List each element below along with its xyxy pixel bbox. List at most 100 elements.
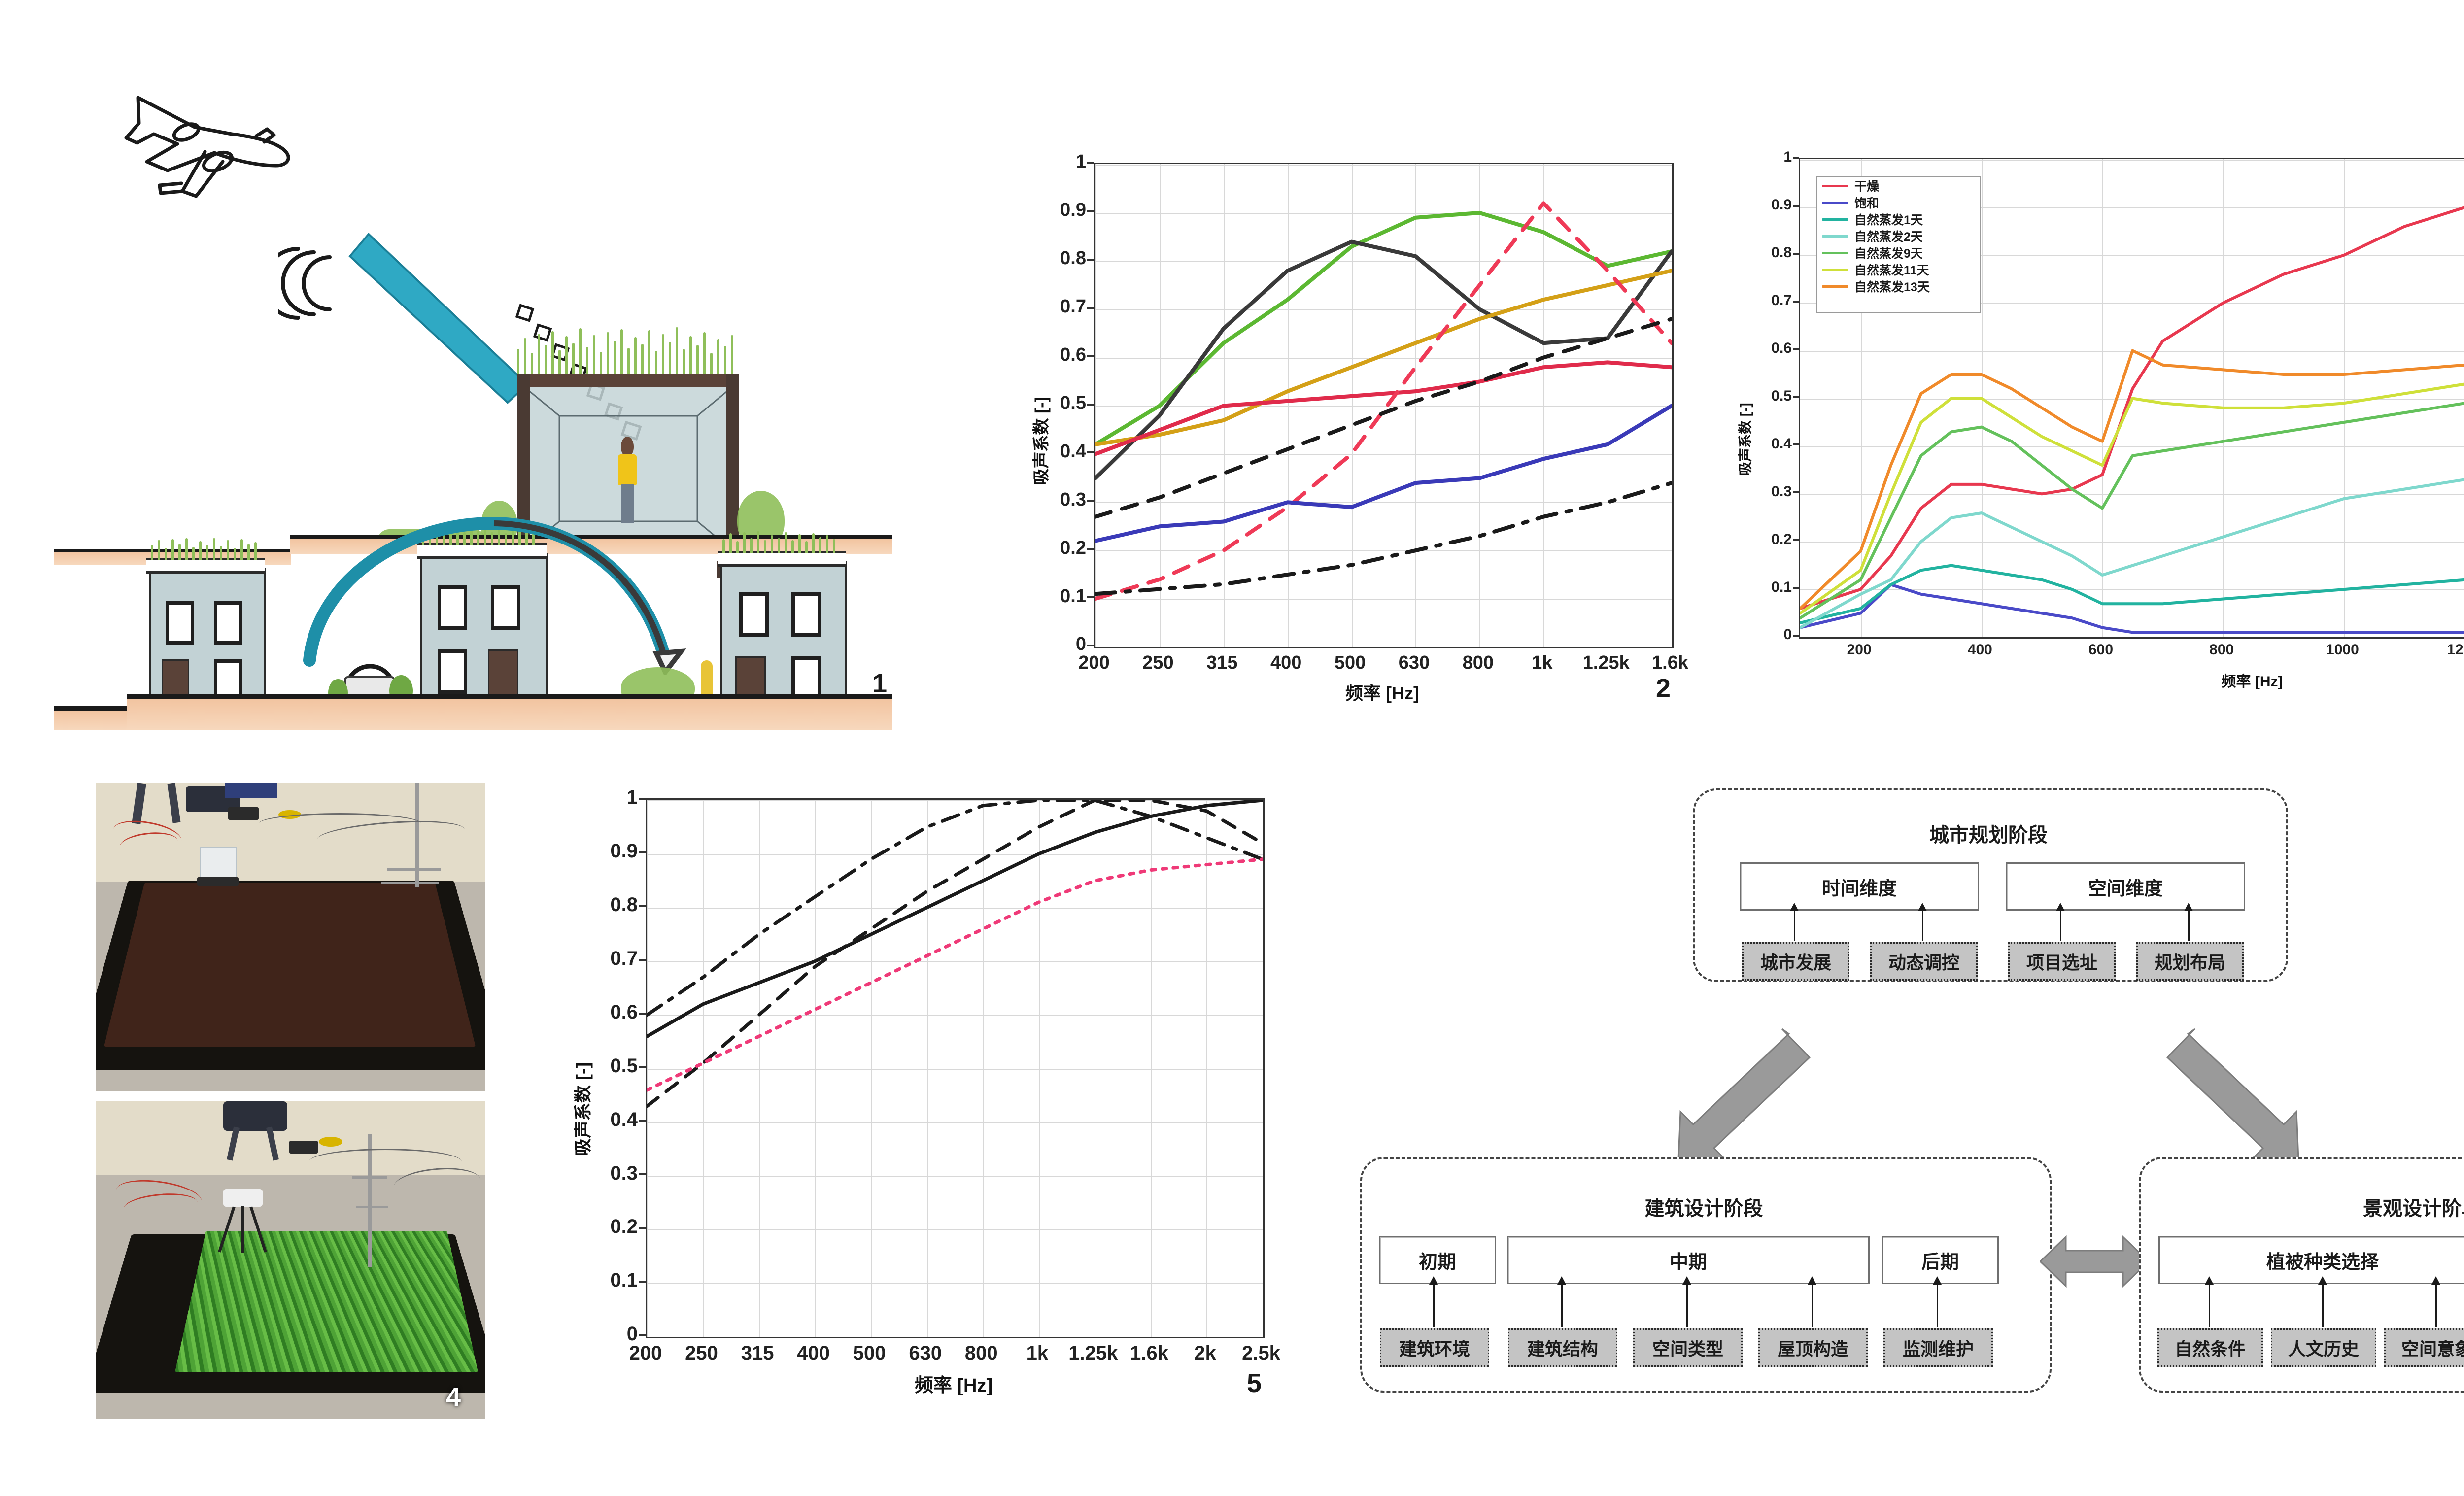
soil-band-lower: [54, 711, 128, 730]
x-tick-label: 1.25k: [1582, 652, 1630, 673]
legend-item: 饱和: [1817, 194, 1980, 211]
gridline-vertical: [1287, 164, 1289, 647]
y-tick: [1793, 587, 1799, 589]
y-tick-label: 0.1: [1771, 578, 1792, 595]
gridline-horizontal: [1095, 599, 1672, 600]
y-tick: [1087, 548, 1094, 550]
window: [166, 601, 194, 645]
panel-number-1: 1: [872, 669, 888, 698]
series-自然蒸发1天: [1800, 564, 2464, 624]
legend-item: 自然蒸发9天: [1817, 244, 1980, 261]
y-tick: [1793, 204, 1799, 207]
gridline-horizontal: [647, 1229, 1263, 1231]
gridline-horizontal: [1800, 255, 2464, 256]
y-tick-label: 0.7: [1060, 296, 1086, 317]
chart2-plot-area: [1094, 163, 1674, 648]
architecture-child-roof-construction[interactable]: 屋顶构造: [1758, 1328, 1868, 1367]
gridline-horizontal: [647, 853, 1263, 855]
gridline-vertical: [703, 800, 704, 1337]
x-tick-label: 630: [1398, 652, 1430, 673]
y-tick-label: 0.6: [610, 1001, 638, 1023]
y-tick-label: 0.8: [1771, 244, 1792, 261]
architecture-stage-early-box[interactable]: 初期: [1379, 1236, 1496, 1284]
urban-child-site-selection[interactable]: 项目选址: [2008, 942, 2116, 981]
y-tick: [639, 905, 646, 907]
person-torso: [618, 454, 637, 485]
gridline-horizontal: [647, 961, 1263, 962]
legend-color-swatch: [1822, 218, 1848, 221]
x-tick-label: 200: [1078, 652, 1110, 673]
architecture-child-building-structure[interactable]: 建筑结构: [1508, 1328, 1617, 1367]
landscape-vegetation-selection-box[interactable]: 植被种类选择: [2158, 1236, 2464, 1284]
series-black-dashed: [1095, 317, 1672, 519]
building-middle-roof-band: [417, 543, 547, 559]
y-tick-label: 0.6: [1060, 344, 1086, 366]
urban-time-dimension-box[interactable]: 时间维度: [1740, 862, 1979, 911]
gridline-vertical: [1150, 800, 1152, 1337]
urban-child-dynamic-control[interactable]: 动态调控: [1870, 942, 1978, 981]
landscape-child-spatial-imagery[interactable]: 空间意象: [2384, 1328, 2464, 1367]
gridline-vertical: [647, 800, 648, 1337]
x-tick-label: 250: [685, 1342, 718, 1364]
urban-child-planning-layout[interactable]: 规划布局: [2136, 942, 2244, 981]
pavilion-column-right: [726, 374, 739, 561]
building-left-roof-band: [146, 558, 265, 574]
series-red-dashed: [1095, 201, 1672, 601]
legend-label: 自然蒸发2天: [1854, 230, 1923, 244]
legend-item: 自然蒸发13天: [1817, 278, 1980, 295]
window: [739, 592, 769, 637]
y-tick: [639, 1120, 646, 1122]
architecture-child-space-type[interactable]: 空间类型: [1633, 1328, 1743, 1367]
series-自然蒸发13天: [1800, 349, 2464, 610]
vegetated-green-roof-test-bed-photo: [96, 1101, 485, 1419]
x-tick-label: 1.25k: [1068, 1342, 1118, 1364]
person-icon: [621, 437, 634, 456]
urban-child-city-development[interactable]: 城市发展: [1742, 942, 1849, 981]
legend-label: 自然蒸发13天: [1854, 280, 1930, 294]
arrow-arch-roof-construction: [1808, 1276, 1816, 1327]
arrow-arch-building-environment: [1429, 1276, 1438, 1327]
landscape-child-cultural-history[interactable]: 人文历史: [2271, 1328, 2376, 1367]
gridline-vertical: [1415, 164, 1417, 647]
series-black-dashdot: [1095, 481, 1672, 596]
gridline-vertical: [871, 800, 872, 1337]
chart-series-layer: [1095, 201, 1672, 601]
y-tick: [639, 1334, 646, 1336]
x-tick-label: 500: [1334, 652, 1366, 673]
building-right-roof-band: [718, 551, 846, 567]
gridline-horizontal: [1800, 589, 2464, 591]
architecture-stage-late-box[interactable]: 后期: [1882, 1236, 1999, 1284]
urban-space-dimension-box[interactable]: 空间维度: [2006, 862, 2245, 911]
y-tick-label: 0: [626, 1323, 638, 1345]
y-tick-label: 0.3: [1771, 483, 1792, 500]
arrow-urban-planning-layout: [2184, 903, 2193, 941]
panel-chart-absorption-models: 吸声系数 [-] 频率 [Hz] 5 0 0.1 0.2 0.3 0.4 0.5 0.6 0.…: [557, 786, 1296, 1409]
y-tick-label: 0.2: [610, 1216, 638, 1238]
building-left: [149, 568, 266, 714]
gridline-horizontal: [1095, 550, 1672, 552]
legend-label: 自然蒸发11天: [1854, 264, 1929, 277]
panel-chart-absorption-octave: 吸声系数 [-] 频率 [Hz] 2 0 0.1 0.2 0.3 0.4 0.5 0.6 0.…: [1015, 151, 1695, 710]
legend-color-swatch: [1822, 201, 1848, 204]
y-tick: [639, 798, 646, 800]
window: [791, 592, 821, 637]
landscape-design-stage-title: 景观设计阶段: [2363, 1198, 2464, 1220]
architecture-child-building-environment[interactable]: 建筑环境: [1380, 1328, 1489, 1367]
gridline-horizontal: [1800, 637, 2464, 638]
architecture-child-monitoring-maintenance[interactable]: 监测维护: [1883, 1328, 1993, 1367]
y-tick: [1087, 403, 1094, 406]
gridline-horizontal: [1800, 494, 2464, 495]
x-tick-label: 1.6k: [1129, 1342, 1168, 1364]
person-legs: [621, 484, 634, 523]
gridline-horizontal: [647, 1068, 1263, 1070]
landscape-child-natural-conditions[interactable]: 自然条件: [2157, 1328, 2263, 1367]
series-pink-dotted: [647, 857, 1263, 1092]
x-tick-label: 800: [964, 1342, 998, 1364]
green-roof-vegetation-icon: [148, 538, 264, 560]
y-tick-label: 0.5: [1771, 387, 1792, 404]
x-tick-label: 630: [909, 1342, 942, 1364]
x-tick-label: 600: [2088, 642, 2114, 658]
y-tick-label: 0.2: [1060, 537, 1086, 558]
gridline-vertical: [1038, 800, 1040, 1337]
gridline-horizontal: [647, 1122, 1263, 1123]
